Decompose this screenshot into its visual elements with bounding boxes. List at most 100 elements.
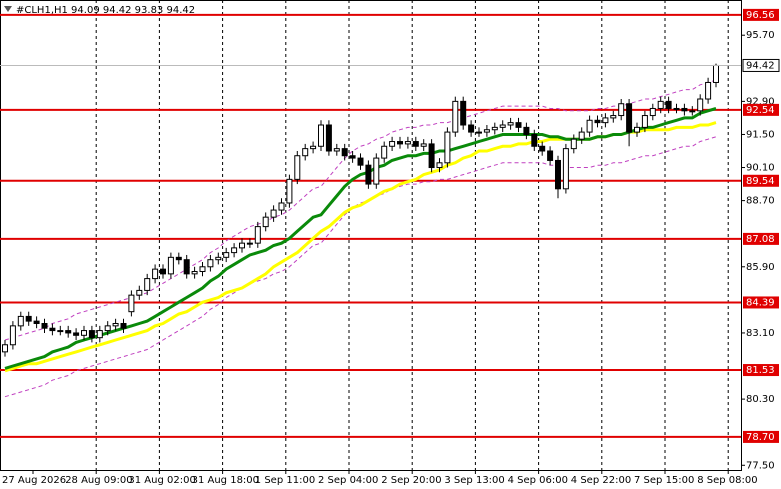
candle-body [491, 126, 498, 131]
candle-body [9, 325, 16, 346]
candle-body [294, 155, 301, 180]
candle-body [25, 315, 32, 322]
candle-body [183, 259, 190, 275]
candle-body [460, 100, 467, 126]
x-tick-label: 2 Sep 04:00 [318, 475, 378, 486]
candle-body [444, 131, 451, 164]
candle-body [412, 141, 419, 147]
x-tick-label: 7 Sep 15:00 [634, 475, 694, 486]
candle-body [302, 148, 309, 157]
candle-body [349, 155, 356, 159]
level-box [743, 296, 779, 309]
x-tick-label: 3 Sep 13:00 [444, 475, 504, 486]
candle-body [507, 122, 514, 126]
level-box [743, 364, 779, 377]
y-tick-label: 90.10 [746, 163, 775, 174]
level-label: 84.39 [746, 297, 775, 308]
candle-body [286, 178, 293, 204]
candle-body [112, 322, 119, 327]
candle-body [476, 131, 482, 134]
candle-body [310, 145, 317, 150]
y-tick-label: 91.50 [746, 129, 775, 140]
candle-body [246, 242, 253, 245]
candle-body [88, 330, 95, 339]
candle-body [673, 107, 680, 110]
level-label: 89.54 [746, 176, 775, 187]
candle-body [641, 115, 648, 128]
candle-body [681, 107, 688, 112]
candle-body [17, 315, 24, 327]
candle-body [318, 124, 324, 147]
candle-body [223, 252, 230, 258]
candle-body [499, 124, 506, 128]
candle-body [665, 100, 672, 109]
candle-body [333, 148, 340, 152]
y-tick-label: 85.90 [746, 262, 775, 273]
candle-body [436, 162, 443, 169]
level-label: 87.08 [746, 234, 775, 245]
candle-body [254, 226, 261, 244]
price-label: 94.42 [746, 60, 775, 71]
level-box [743, 232, 779, 245]
candle-body [33, 320, 40, 324]
candle-body [104, 325, 111, 332]
candle-body [365, 164, 372, 185]
candle-body [57, 330, 64, 333]
candle-body [586, 119, 593, 133]
x-tick-label: 27 Aug 2026 [2, 475, 66, 486]
title-icon [4, 6, 12, 12]
candle-body [341, 148, 348, 157]
candle-body [81, 330, 87, 336]
candle-body [539, 145, 546, 152]
candle-body [167, 256, 174, 275]
candle-body [657, 100, 664, 109]
candle-body [428, 143, 435, 169]
candle-body [578, 131, 585, 140]
level-box [743, 174, 779, 187]
candle-body [570, 138, 577, 150]
candle-body [49, 327, 56, 332]
candle-body [689, 110, 696, 113]
level-label: 92.54 [746, 105, 775, 116]
candle-body [152, 268, 159, 280]
candle-body [618, 103, 625, 117]
candle-body [381, 145, 388, 159]
y-tick-label: 80.30 [746, 394, 775, 405]
x-tick-label: 31 Aug 18:00 [192, 475, 259, 486]
candle-body [239, 242, 245, 249]
candle-body [231, 247, 238, 254]
level-label: 78.70 [746, 432, 775, 443]
x-tick-label: 1 Sep 11:00 [255, 475, 315, 486]
x-tick-label: 8 Sep 08:00 [697, 475, 757, 486]
candle-body [215, 256, 222, 261]
level-label: 81.53 [746, 365, 775, 376]
candle-body [207, 259, 214, 268]
candle-body [404, 141, 411, 145]
y-tick-label: 95.70 [746, 30, 775, 41]
candle-body [594, 119, 601, 124]
candle-body [160, 268, 166, 275]
candle-body [649, 107, 656, 117]
candle-body [713, 64, 719, 83]
candle-body [397, 141, 403, 145]
level-box [743, 8, 779, 21]
candle-body [2, 344, 8, 353]
candle-body [626, 103, 633, 133]
candle-body [136, 289, 143, 296]
candle-body [120, 322, 127, 329]
candle-body [697, 98, 704, 112]
candle-body [555, 159, 561, 190]
candle-body [41, 322, 48, 329]
candle-body [262, 216, 269, 228]
candle-body [191, 271, 198, 275]
candle-body [144, 278, 151, 291]
x-tick-label: 2 Sep 20:00 [381, 475, 441, 486]
x-tick-label: 31 Aug 02:00 [128, 475, 195, 486]
candle-body [634, 126, 640, 133]
plot-frame [0, 0, 742, 471]
candle-body [96, 330, 103, 339]
candle-body [531, 133, 538, 147]
candle-body [270, 209, 277, 218]
level-box [743, 430, 779, 443]
